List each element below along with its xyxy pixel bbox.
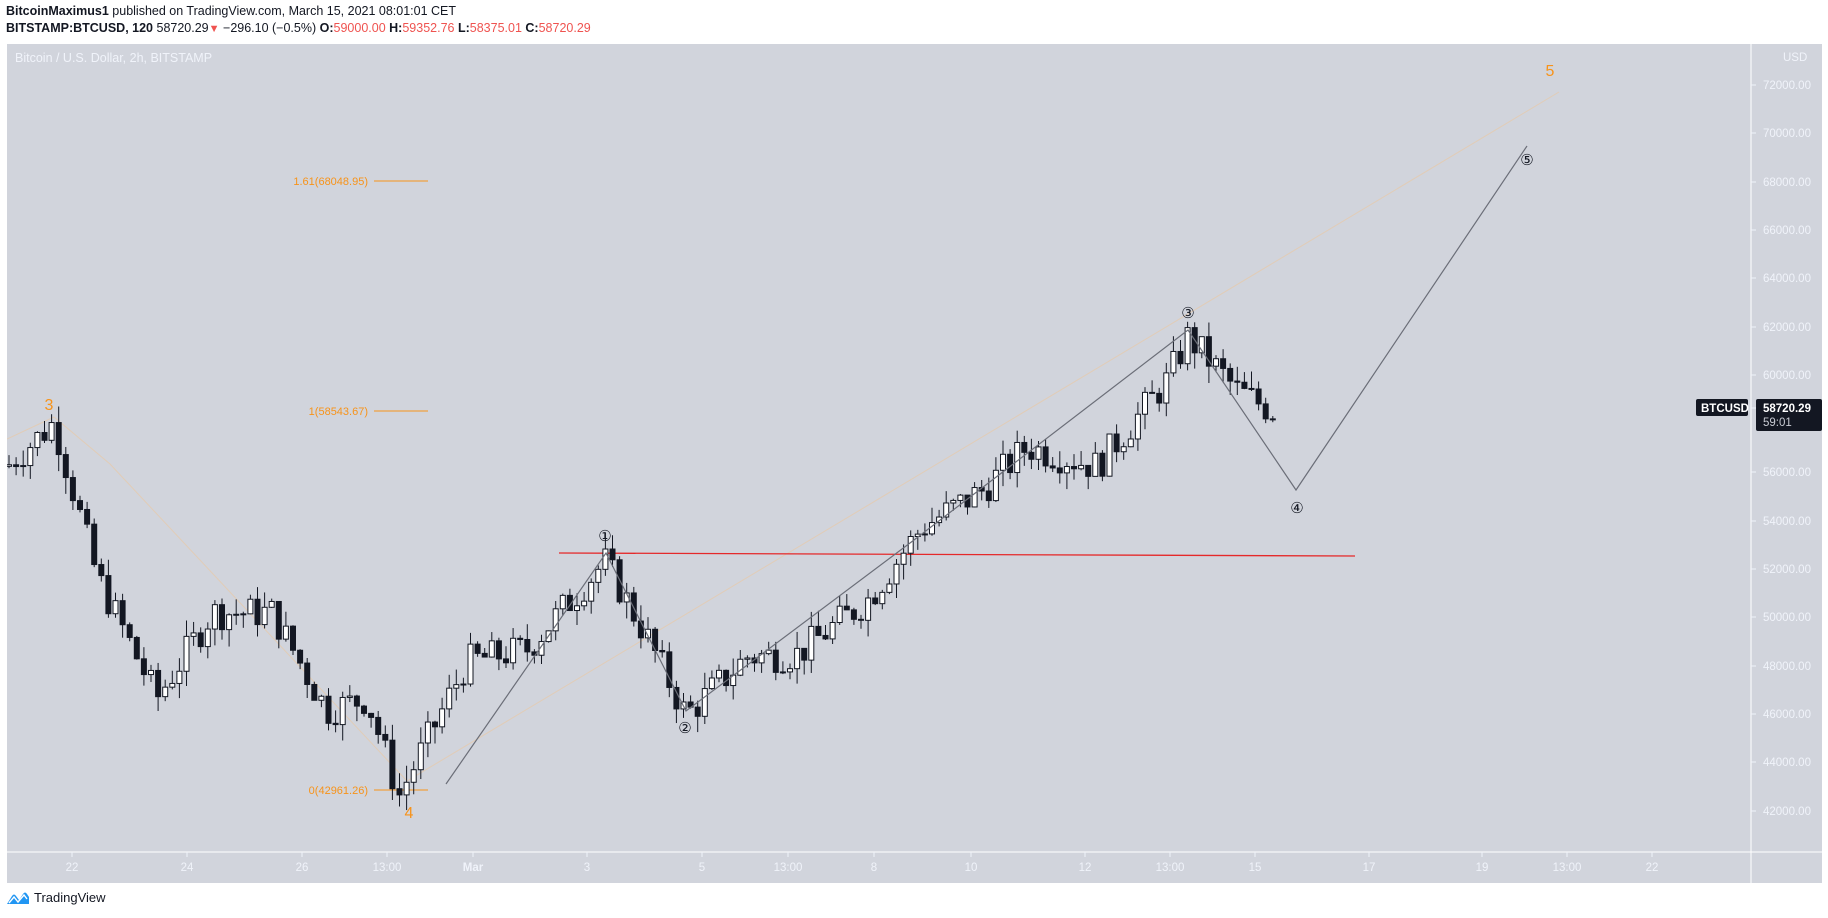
svg-text:19: 19 bbox=[1476, 862, 1489, 874]
ohlc-header: BITSTAMP:BTCUSD, 120 58720.29▼ −296.10 (… bbox=[6, 21, 591, 35]
high-label: H: bbox=[389, 21, 403, 35]
svg-text:62000.00: 62000.00 bbox=[1763, 322, 1811, 334]
svg-text:46000.00: 46000.00 bbox=[1763, 709, 1811, 721]
open-label: O: bbox=[319, 21, 334, 35]
svg-text:52000.00: 52000.00 bbox=[1763, 564, 1811, 576]
wave-label-3: 3 bbox=[45, 397, 54, 414]
svg-text:60000.00: 60000.00 bbox=[1763, 370, 1811, 382]
price-axis[interactable]: USD 72000.00 70000.00 68000.00 66000.00 … bbox=[1696, 52, 1822, 818]
wave-label-circle-1: ① bbox=[598, 527, 611, 545]
fib-retracement[interactable]: 1.61(68048.95) 1(58543.67) 0(42961.26) bbox=[293, 176, 428, 797]
svg-text:13:00: 13:00 bbox=[373, 862, 402, 874]
bar-countdown: 59:01 bbox=[1763, 417, 1792, 429]
open-value: 59000.00 bbox=[333, 21, 386, 35]
svg-text:44000.00: 44000.00 bbox=[1763, 757, 1811, 769]
svg-text:3: 3 bbox=[584, 862, 590, 874]
wave-label-circle-4: ④ bbox=[1290, 499, 1303, 517]
wave-label-circle-2: ② bbox=[678, 719, 691, 737]
low-label: L: bbox=[457, 21, 470, 35]
svg-text:10: 10 bbox=[965, 862, 978, 874]
svg-text:13:00: 13:00 bbox=[1156, 862, 1185, 874]
svg-text:56000.00: 56000.00 bbox=[1763, 467, 1811, 479]
svg-text:17: 17 bbox=[1363, 862, 1376, 874]
high-value: 59352.76 bbox=[402, 21, 455, 35]
wave-label-circle-5: ⑤ bbox=[1520, 151, 1533, 169]
svg-text:26: 26 bbox=[296, 862, 309, 874]
elliott-wave-path[interactable] bbox=[445, 145, 1528, 785]
svg-text:66000.00: 66000.00 bbox=[1763, 225, 1811, 237]
svg-text:22: 22 bbox=[1646, 862, 1659, 874]
symbol-tag-label: BTCUSD bbox=[1701, 403, 1749, 415]
tradingview-brand: TradingView bbox=[34, 890, 106, 905]
chart-title: Bitcoin / U.S. Dollar, 2h, BITSTAMP bbox=[15, 51, 212, 65]
last-price-tag bbox=[1756, 399, 1822, 431]
svg-text:64000.00: 64000.00 bbox=[1763, 273, 1811, 285]
last-price-tag-value: 58720.29 bbox=[1763, 403, 1811, 415]
wave-label-5: 5 bbox=[1546, 63, 1555, 80]
publish-header: BitcoinMaximus1 published on TradingView… bbox=[6, 4, 456, 18]
svg-text:5: 5 bbox=[699, 862, 705, 874]
svg-text:13:00: 13:00 bbox=[774, 862, 803, 874]
svg-text:68000.00: 68000.00 bbox=[1763, 177, 1811, 189]
svg-text:12: 12 bbox=[1079, 862, 1092, 874]
low-value: 58375.01 bbox=[469, 21, 522, 35]
price-ticks: 72000.00 70000.00 68000.00 66000.00 6400… bbox=[1751, 80, 1811, 818]
fib-level-1: 1(58543.67) bbox=[309, 406, 368, 418]
chart-area[interactable]: Bitcoin / U.S. Dollar, 2h, BITSTAMP USD … bbox=[7, 44, 1822, 883]
svg-text:42000.00: 42000.00 bbox=[1763, 806, 1811, 818]
last-price: 58720.29 bbox=[156, 21, 209, 35]
fib-level-0: 0(42961.26) bbox=[309, 785, 368, 797]
resistance-line[interactable] bbox=[558, 552, 1356, 557]
fib-level-161: 1.61(68048.95) bbox=[293, 176, 368, 188]
published-text: published on TradingView.com, March 15, … bbox=[112, 4, 457, 18]
author-name[interactable]: BitcoinMaximus1 bbox=[6, 4, 109, 18]
chart-canvas[interactable]: Bitcoin / U.S. Dollar, 2h, BITSTAMP USD … bbox=[7, 44, 1822, 883]
svg-text:72000.00: 72000.00 bbox=[1763, 80, 1811, 92]
svg-text:Mar: Mar bbox=[463, 862, 484, 874]
svg-text:13:00: 13:00 bbox=[1553, 862, 1582, 874]
wave-label-4: 4 bbox=[405, 805, 414, 822]
close-value: 58720.29 bbox=[538, 21, 591, 35]
svg-text:48000.00: 48000.00 bbox=[1763, 661, 1811, 673]
svg-text:22: 22 bbox=[66, 862, 79, 874]
close-label: C: bbox=[525, 21, 539, 35]
svg-text:54000.00: 54000.00 bbox=[1763, 516, 1811, 528]
price-change: −296.10 (−0.5%) bbox=[223, 21, 317, 35]
tradingview-footer[interactable]: TradingView bbox=[6, 890, 106, 905]
wave-label-circle-3: ③ bbox=[1181, 304, 1194, 322]
svg-text:8: 8 bbox=[871, 862, 877, 874]
svg-text:15: 15 bbox=[1249, 862, 1262, 874]
candlesticks bbox=[7, 321, 1276, 811]
down-triangle-icon: ▼ bbox=[208, 23, 220, 35]
svg-text:50000.00: 50000.00 bbox=[1763, 612, 1811, 624]
symbol-interval: BITSTAMP:BTCUSD, 120 bbox=[6, 21, 154, 35]
currency-label: USD bbox=[1783, 52, 1807, 64]
svg-text:70000.00: 70000.00 bbox=[1763, 128, 1811, 140]
time-axis[interactable]: 22 24 26 13:00 Mar 3 5 13:00 8 10 12 13:… bbox=[66, 852, 1659, 874]
symbol-tag bbox=[1696, 399, 1748, 416]
major-wave-path[interactable] bbox=[7, 91, 1560, 782]
tradingview-logo-icon bbox=[7, 892, 29, 904]
svg-text:24: 24 bbox=[181, 862, 194, 874]
